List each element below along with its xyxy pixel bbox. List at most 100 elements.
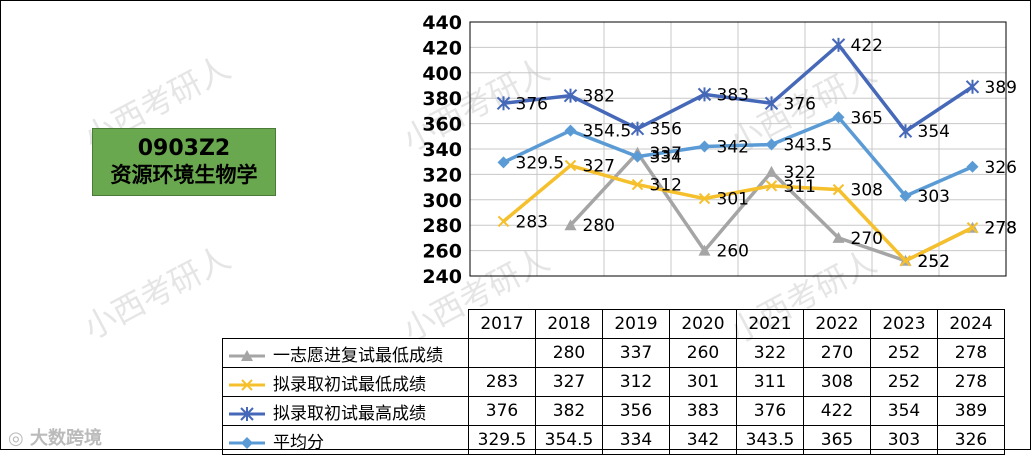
year-header: 2017 <box>468 309 536 339</box>
data-label: 389 <box>985 78 1017 98</box>
brand-logo: ◎ 大数跨境 <box>8 424 102 450</box>
data-label: 280 <box>583 216 615 236</box>
year-header: 2018 <box>535 309 603 339</box>
series-line <box>502 115 974 199</box>
legend-key <box>229 349 265 361</box>
y-tick-label: 240 <box>422 266 462 288</box>
table-value: 354.5 <box>535 425 603 455</box>
triangle-marker <box>564 219 577 231</box>
x-marker-stroke <box>832 183 845 196</box>
y-tick-label: 360 <box>422 114 462 136</box>
table-value: 356 <box>602 396 670 426</box>
major-code: 0903Z2 <box>137 136 231 161</box>
table-value: 383 <box>669 396 737 426</box>
y-tick-label: 300 <box>422 190 462 212</box>
diamond-marker <box>698 140 711 153</box>
series-name: 拟录取初试最高成绩 <box>273 403 426 424</box>
x-marker-stroke <box>631 178 644 191</box>
x-marker-stroke <box>564 159 577 172</box>
table-row: 平均分 329.5 354.5 334 342 343.5 365 303 326 <box>222 425 1005 455</box>
diamond-marker <box>241 436 253 449</box>
table-row: 一志愿进复试最低成绩 280 337 260 322 270 252 278 <box>222 338 1005 368</box>
table-value: 252 <box>870 367 938 397</box>
table-value: 334 <box>602 425 670 455</box>
series-name-cell: 拟录取初试最高成绩 <box>222 396 469 426</box>
data-label: 329.5 <box>516 153 565 173</box>
diamond-marker <box>966 160 979 173</box>
data-label: 312 <box>650 176 682 196</box>
y-tick-label: 400 <box>422 63 462 85</box>
table-value: 343.5 <box>736 425 804 455</box>
table-value: 303 <box>870 425 938 455</box>
data-label: 326 <box>985 158 1017 178</box>
y-tick-label: 260 <box>422 241 462 263</box>
y-tick-label: 320 <box>422 164 462 186</box>
data-label: 322 <box>784 163 816 183</box>
data-label: 383 <box>717 85 749 105</box>
series-layer <box>496 37 980 267</box>
star-marker <box>496 96 511 111</box>
series-line <box>502 163 974 263</box>
data-label: 301 <box>717 190 749 210</box>
series-line <box>503 42 974 134</box>
x-marker <box>832 183 845 196</box>
table-value: 260 <box>669 338 737 368</box>
y-tick-label: 420 <box>422 37 462 59</box>
series-name-cell: 拟录取初试最低成绩 <box>222 367 469 397</box>
series-name: 平均分 <box>273 432 324 453</box>
data-label: 327 <box>583 157 615 177</box>
data-label: 252 <box>918 252 950 272</box>
triangle-marker <box>832 231 845 243</box>
data-label: 278 <box>985 219 1017 239</box>
data-label: 356 <box>650 120 682 140</box>
year-header: 2022 <box>803 309 871 339</box>
y-tick-label: 440 <box>422 12 462 34</box>
series-name: 拟录取初试最低成绩 <box>273 374 426 395</box>
x-marker <box>899 255 912 267</box>
table-value: 326 <box>937 425 1005 455</box>
major-name: 资源环境生物学 <box>110 163 258 187</box>
series-2 <box>496 37 980 139</box>
major-label-box: 0903Z2 资源环境生物学 <box>92 128 276 196</box>
star-marker <box>563 88 578 103</box>
legend-key <box>229 378 265 391</box>
x-marker-stroke <box>966 222 979 234</box>
table-value: 342 <box>669 425 737 455</box>
table-value: 365 <box>803 425 871 455</box>
data-label: 354.5 <box>583 122 632 142</box>
data-label: 260 <box>717 242 749 262</box>
diamond-marker <box>899 189 912 202</box>
data-label: 270 <box>851 229 883 249</box>
table-value: 327 <box>535 367 603 397</box>
data-label: 342 <box>717 137 749 157</box>
table-value: 322 <box>736 338 804 368</box>
year-header: 2023 <box>870 309 938 339</box>
diamond-marker <box>765 138 778 151</box>
x-marker-stroke <box>698 192 711 205</box>
star-marker <box>240 406 254 421</box>
table-value: 354 <box>870 396 938 426</box>
star-marker <box>965 79 980 94</box>
x-marker <box>631 178 644 191</box>
data-label: 252 <box>918 252 950 272</box>
star-marker <box>764 96 779 111</box>
table-row: 拟录取初试最高成绩 376 382 356 383 376 422 354 389 <box>222 396 1005 426</box>
x-marker <box>966 222 979 234</box>
data-label: 376 <box>516 94 548 114</box>
data-label: 308 <box>851 181 883 201</box>
weibo-icon: ◎ <box>8 428 30 449</box>
diamond-marker <box>832 111 845 124</box>
diamond-marker <box>564 124 577 137</box>
table-corner-cell <box>223 310 469 339</box>
y-tick-label: 380 <box>422 88 462 110</box>
diamond-marker <box>497 156 510 169</box>
triangle-marker <box>241 349 253 361</box>
star-marker <box>831 37 846 52</box>
y-tick-label: 340 <box>422 139 462 161</box>
data-label: 303 <box>918 187 950 207</box>
x-marker <box>698 192 711 205</box>
table-value: 278 <box>937 367 1005 397</box>
line-chart: 240 260 280 300 320 340 360 380 400 420 440 280 337… <box>422 12 1017 288</box>
triangle-marker <box>765 165 778 177</box>
table-value: 389 <box>937 396 1005 426</box>
